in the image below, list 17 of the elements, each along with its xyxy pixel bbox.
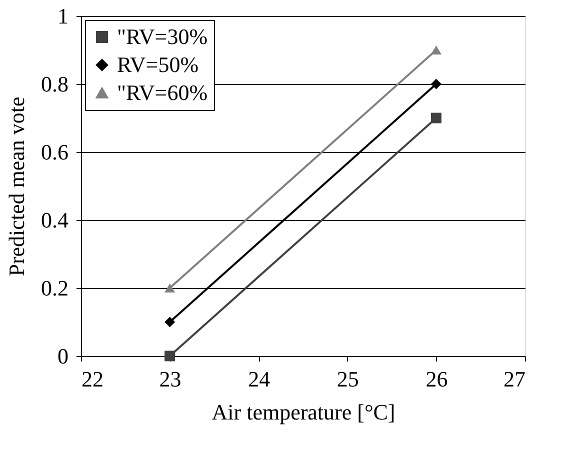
x-tick-label: 25 <box>336 366 359 392</box>
y-tick-label: 0.4 <box>41 208 68 232</box>
x-tick-label: 24 <box>248 366 270 392</box>
legend-label: "RV=60% <box>117 80 208 105</box>
legend-label: RV=50% <box>117 52 199 77</box>
x-tick-label: 27 <box>504 366 526 392</box>
y-tick-label: 0.6 <box>41 140 68 164</box>
y-tick-label: 1 <box>58 4 68 28</box>
y-tick-label: 0 <box>58 344 68 368</box>
x-axis-title: Air temperature [°C] <box>212 400 396 424</box>
x-tick-label: 22 <box>82 366 104 392</box>
x-tick-label: 23 <box>159 366 182 392</box>
legend-label: "RV=30% <box>117 24 208 49</box>
y-tick-label: 0.2 <box>41 276 68 300</box>
x-tick-label: 26 <box>426 366 448 392</box>
y-tick-label: 0.8 <box>41 72 68 96</box>
y-axis-title: Predicted mean vote <box>4 96 29 276</box>
